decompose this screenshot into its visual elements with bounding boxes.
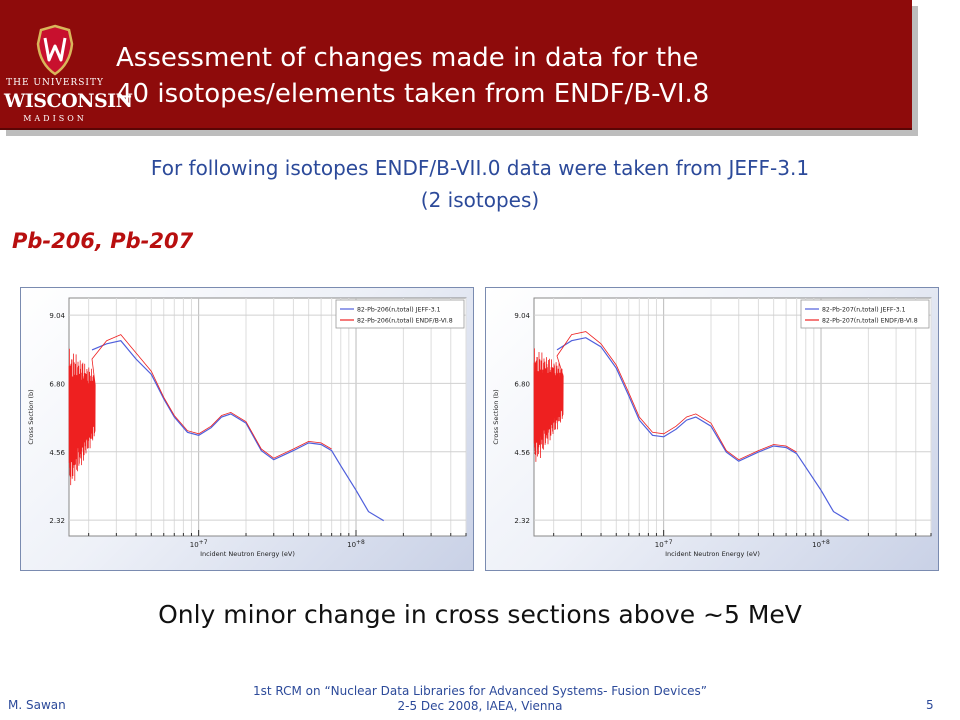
y-tick-label: 6.80 <box>514 380 530 388</box>
crest-icon <box>36 24 74 76</box>
series-line-jeff <box>556 337 850 522</box>
y-tick-label: 6.80 <box>49 380 65 388</box>
subtitle-line-2: (2 isotopes) <box>420 188 540 212</box>
legend-entry: 82-Pb-206(n,total) JEFF-3.1 <box>357 307 441 314</box>
slide-subtitle: For following isotopes ENDF/B-VII.0 data… <box>20 152 940 216</box>
title-line-2: 40 isotopes/elements taken from ENDF/B-V… <box>116 79 710 109</box>
subtitle-line-1: For following isotopes ENDF/B-VII.0 data… <box>150 156 810 180</box>
series-line-endf <box>533 331 797 462</box>
logo-line-3: MADISON <box>23 114 87 123</box>
legend-entry: 82-Pb-207(n,total) ENDF/B-VI.8 <box>822 318 918 325</box>
chart-legend: 82-Pb-207(n,total) JEFF-3.1 82-Pb-207(n,t… <box>800 299 930 329</box>
x-axis-label: Incident Neutron Energy (eV) <box>200 550 295 558</box>
x-tick-label: 10+8 <box>812 539 830 549</box>
chart-panel-pb207: 2.32 4.56 6.80 9.04 10+7 10+8 Incident Neutron… <box>485 287 939 571</box>
series-line-endf <box>68 334 332 486</box>
legend-box <box>800 299 930 329</box>
y-tick-label: 2.32 <box>49 517 65 525</box>
x-tick-label: 10+7 <box>655 539 673 549</box>
footer-page-number: 5 <box>926 698 934 712</box>
plot-area <box>68 297 467 537</box>
logo-line-2: WISCONSIN <box>4 90 133 112</box>
x-axis-label: Incident Neutron Energy (eV) <box>665 550 760 558</box>
legend-box <box>335 299 465 329</box>
chart-pb207: 2.32 4.56 6.80 9.04 10+7 10+8 Incident Neutron… <box>492 297 932 558</box>
x-tick-label: 10+7 <box>190 539 208 549</box>
y-axis-label: Cross Section (b) <box>492 389 500 444</box>
chart-pb206: 2.32 4.56 6.80 9.04 10+7 10+8 Incident Neutron… <box>27 297 467 558</box>
plot-area <box>533 297 932 537</box>
y-tick-label: 9.04 <box>49 312 65 320</box>
y-tick-label: 4.56 <box>514 449 530 457</box>
y-axis-label: Cross Section (b) <box>27 389 35 444</box>
footer-meeting-line-1: 1st RCM on “Nuclear Data Libraries for A… <box>252 684 708 698</box>
chart-panel-pb206: 2.32 4.56 6.80 9.04 10+7 10+8 Incident Neutron… <box>20 287 474 571</box>
conclusion-text: Only minor change in cross sections abov… <box>158 600 802 629</box>
slide-title: Assessment of changes made in data for t… <box>116 40 896 112</box>
chart-legend: 82-Pb-206(n,total) JEFF-3.1 82-Pb-206(n,t… <box>335 299 465 329</box>
isotope-list: Pb-206, Pb-207 <box>12 229 194 253</box>
footer-meeting-line-2: 2-5 Dec 2008, IAEA, Vienna <box>397 699 563 713</box>
y-tick-label: 9.04 <box>514 312 530 320</box>
logo-line-1: THE UNIVERSITY <box>6 78 104 88</box>
title-line-1: Assessment of changes made in data for t… <box>116 43 699 73</box>
grid-lines <box>69 298 467 536</box>
series-line-jeff <box>91 340 385 522</box>
title-banner: THE UNIVERSITY WISCONSIN MADISON Assessm… <box>0 0 912 130</box>
x-tick-label: 10+8 <box>347 539 365 549</box>
y-tick-label: 4.56 <box>49 449 65 457</box>
footer-meeting: 1st RCM on “Nuclear Data Libraries for A… <box>180 684 780 714</box>
y-tick-label: 2.32 <box>514 517 530 525</box>
university-logo: THE UNIVERSITY WISCONSIN MADISON <box>4 20 133 130</box>
legend-entry: 82-Pb-207(n,total) JEFF-3.1 <box>822 307 906 314</box>
legend-entry: 82-Pb-206(n,total) ENDF/B-VI.8 <box>357 318 453 325</box>
footer-author: M. Sawan <box>8 698 66 712</box>
